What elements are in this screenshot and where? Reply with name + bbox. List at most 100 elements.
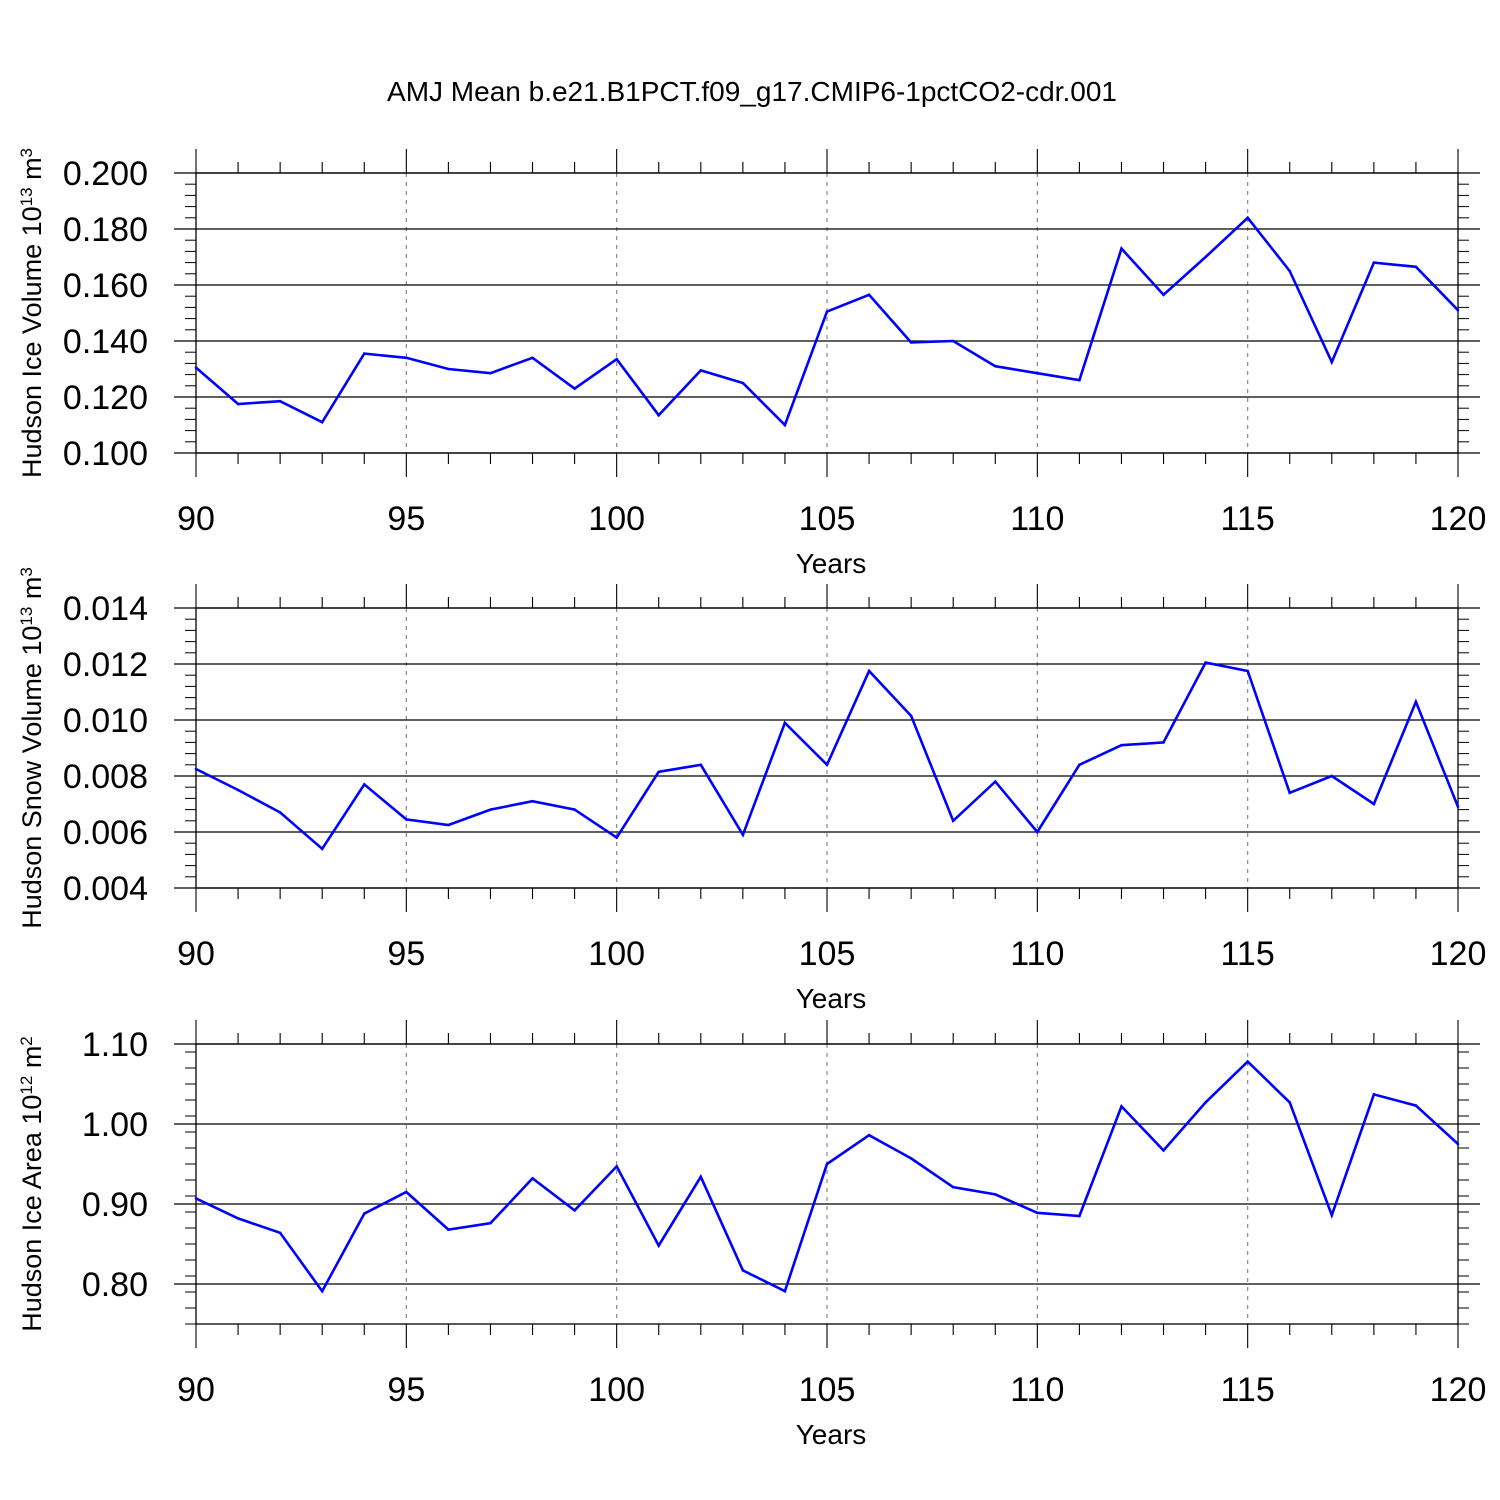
data-point [278, 811, 282, 814]
y-axis-label-part: Hudson Snow Volume 10 [17, 626, 47, 929]
data-point [194, 1197, 198, 1200]
data-point [1120, 1105, 1123, 1108]
y-axis-label-exponent: 3 [17, 567, 36, 576]
x-tick-label: 90 [177, 1371, 215, 1409]
data-point [783, 1289, 787, 1293]
data-point [1414, 700, 1418, 704]
data-point [783, 721, 787, 725]
data-point [320, 847, 324, 851]
data-point [909, 1157, 913, 1160]
data-point [1330, 1213, 1334, 1217]
data-point [531, 799, 534, 803]
y-tick-label: 0.80 [82, 1266, 148, 1304]
y-axis-label-part: m [17, 1046, 47, 1076]
data-point [531, 356, 534, 360]
data-point [825, 1162, 829, 1166]
y-tick-label: 1.10 [82, 1026, 148, 1064]
x-axis-label: Years [796, 1419, 867, 1450]
data-point [909, 714, 913, 718]
data-point [363, 1212, 366, 1215]
data-point [867, 1133, 871, 1137]
x-tick-label: 90 [177, 500, 215, 538]
data-point [320, 420, 324, 424]
y-axis-label-exponent: 3 [17, 148, 36, 157]
data-point [236, 788, 240, 792]
data-point [1246, 216, 1249, 220]
x-tick-label: 105 [799, 935, 856, 973]
data-point [405, 356, 408, 360]
x-tick-label: 95 [387, 500, 425, 538]
data-point [1036, 1211, 1039, 1215]
x-tick-label: 95 [387, 1371, 425, 1409]
x-tick-label: 100 [588, 500, 645, 538]
data-point [1246, 1060, 1249, 1063]
data-point [909, 341, 913, 344]
data-point [1078, 378, 1081, 382]
data-point [573, 808, 576, 811]
x-tick-label: 90 [177, 935, 215, 973]
y-axis-label-part: m [17, 157, 47, 187]
data-point [1120, 247, 1123, 250]
data-point [699, 369, 703, 372]
data-point [236, 1217, 240, 1220]
data-point [615, 836, 618, 839]
data-point [363, 783, 366, 786]
snow-volume-panel: 90 95 100 105 110 115 120 0.004 0.006 0.008 0.010 0… [17, 567, 1487, 1014]
data-point [1372, 1093, 1376, 1096]
data-point [1162, 741, 1165, 744]
y-tick-label: 0.008 [63, 758, 148, 796]
data-point [615, 357, 618, 361]
data-point [278, 1231, 282, 1235]
data-point [1204, 661, 1207, 664]
data-point [363, 352, 366, 355]
data-point [1204, 255, 1207, 259]
data-point [447, 823, 450, 827]
data-point [1372, 261, 1376, 264]
y-tick-label: 0.100 [63, 435, 148, 473]
x-tick-label: 110 [1010, 1371, 1064, 1409]
series-line [195, 1059, 1459, 1294]
x-tick-label: 105 [799, 500, 856, 538]
data-point [1288, 269, 1291, 273]
data-point [1414, 265, 1418, 269]
data-point [994, 1193, 997, 1196]
x-tick-label: 110 [1010, 935, 1064, 973]
y-axis-label-exponent: 13 [17, 607, 36, 626]
data-point [236, 402, 240, 406]
x-axis-label: Years [796, 983, 867, 1014]
x-tick-label: 120 [1430, 500, 1487, 538]
x-tick-label: 105 [799, 1371, 856, 1409]
data-point [1288, 1101, 1291, 1104]
data-point [194, 767, 198, 771]
y-tick-label: 0.160 [63, 267, 148, 305]
y-axis-label: Hudson Ice Volume 1013 m3 [17, 148, 48, 478]
data-point [699, 1175, 703, 1179]
data-point [1036, 830, 1039, 834]
y-tick-label: 0.012 [63, 646, 148, 684]
y-tick-label: 0.90 [82, 1186, 148, 1224]
y-tick-label: 0.006 [63, 814, 148, 852]
data-point [657, 770, 660, 774]
data-point [867, 293, 871, 297]
ice-volume-panel: 90 95 100 105 110 115 120 0.100 0.120 0.140 0.160 0… [17, 148, 1487, 579]
y-axis-label: Hudson Ice Area 1012 m2 [17, 1036, 48, 1332]
data-point [951, 819, 955, 823]
y-tick-label: 0.010 [63, 702, 148, 740]
data-point [405, 818, 408, 821]
data-point [278, 399, 282, 403]
data-point [1204, 1101, 1207, 1104]
x-tick-label: 100 [588, 935, 645, 973]
data-point [825, 310, 829, 313]
data-point [194, 366, 198, 369]
y-axis-label-part: Hudson Ice Volume 10 [17, 206, 47, 478]
data-point [1456, 1142, 1460, 1146]
data-point [489, 1221, 492, 1225]
data-point [951, 1185, 955, 1189]
data-point [741, 1269, 745, 1272]
data-point [994, 364, 997, 368]
data-point [1372, 802, 1376, 806]
data-point [699, 763, 703, 767]
x-tick-label: 120 [1430, 1371, 1487, 1409]
data-point [1162, 293, 1165, 297]
